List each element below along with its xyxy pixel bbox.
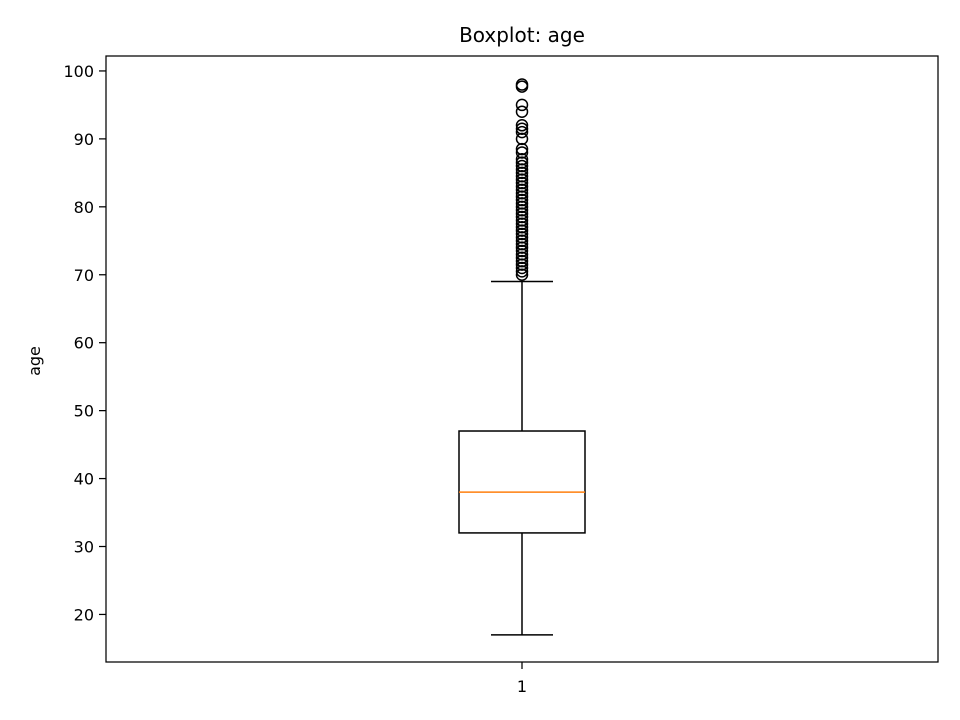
outlier-point [515,193,529,207]
outlier-point [515,214,529,227]
y-axis-label: age [25,346,44,376]
y-tick-label: 50 [74,402,94,421]
outlier-point [515,265,529,278]
y-tick-label: 80 [74,198,94,217]
outlier-point [515,186,529,200]
y-tick-label: 70 [74,266,94,285]
outlier-point [515,166,529,180]
outlier-point [515,173,529,186]
outlier-point [515,125,529,139]
outlier-point [515,156,529,169]
outlier-point [515,231,529,244]
y-tick-label: 20 [74,605,94,624]
outlier-point [515,237,529,251]
outlier-point [515,78,529,91]
outlier-point [515,210,529,224]
outlier-point [515,227,529,241]
x-axis: 1 [517,662,527,696]
iqr-box [458,430,586,534]
y-tick-label: 60 [74,334,94,353]
outlier-point [515,220,529,234]
outlier-point [515,132,529,146]
outlier-point [515,146,529,159]
outlier-point [515,169,529,183]
outlier-point [515,200,529,214]
outlier-point [515,241,529,254]
chart-title: Boxplot: age [459,23,585,47]
outlier-point [515,119,529,132]
outlier-point [515,251,529,265]
outlier-point [515,258,529,271]
outlier-point [515,197,529,210]
y-tick-label: 90 [74,130,94,149]
outlier-point [515,234,529,248]
outlier-point [515,261,529,275]
plot-area [458,78,586,636]
outlier-point [515,183,529,197]
outlier-point [515,254,529,268]
y-tick-label: 100 [63,62,94,81]
outlier-point [515,207,529,220]
x-tick-label: 1 [517,677,527,696]
outlier-point [515,105,529,118]
outlier-point [515,180,529,193]
y-tick-label: 40 [74,470,94,489]
outlier-point [515,203,529,217]
outlier-point [515,268,529,282]
outlier-point [515,176,529,190]
y-tick-label: 30 [74,538,94,557]
outlier-point [515,217,529,231]
outlier-point [515,163,529,176]
outlier-point [515,98,529,112]
outlier-point [515,224,529,237]
outlier-point [515,244,529,258]
outlier-point [515,159,529,173]
outlier-point [515,142,529,156]
y-axis: 20 30 40 50 60 70 80 90 100 [63,62,106,624]
outlier-point [515,122,529,135]
outlier-point [515,248,529,261]
outlier-point [515,190,529,203]
outlier-point [515,153,529,166]
